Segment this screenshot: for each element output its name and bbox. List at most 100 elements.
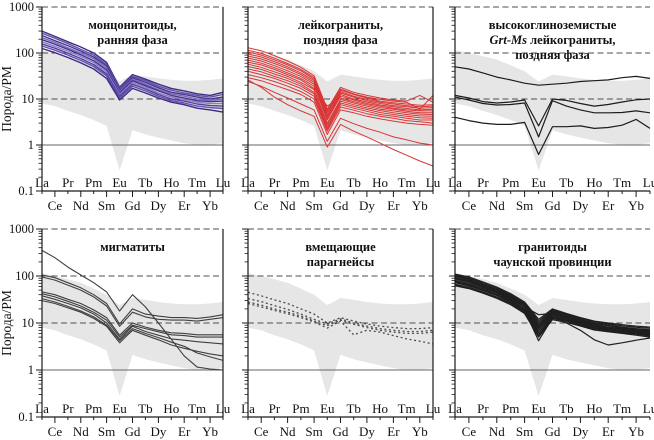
- monzonitoids-early-phase-series-9: [41, 47, 224, 113]
- chaun-province-granitoids-series-7: [454, 279, 651, 334]
- element-label-Nd: Nd: [73, 198, 89, 213]
- panel-title: поздняя фаза: [515, 48, 590, 62]
- chaun-province-granitoids-series-2: [454, 274, 651, 329]
- element-label-Tb: Tb: [559, 175, 573, 190]
- element-label-Er: Er: [178, 198, 191, 213]
- grt-ms-leucogranites-late-phase-series-1: [454, 66, 651, 86]
- element-label-Er: Er: [178, 424, 191, 439]
- element-label-Eu: Eu: [112, 401, 127, 416]
- element-label-Gd: Gd: [125, 424, 141, 439]
- y-axis-title: Порода/PM: [0, 290, 14, 356]
- element-label-Pm: Pm: [502, 175, 519, 190]
- monzonitoids-early-phase-series-7: [41, 43, 224, 107]
- reference-field: [455, 273, 650, 396]
- panel-title: монцонитоиды,: [88, 18, 176, 32]
- panel-title: мигматиты: [100, 240, 165, 254]
- leucogranites-late-phase-series-15: [247, 81, 434, 146]
- element-label-Dy: Dy: [150, 424, 166, 439]
- migmatites-series-4: [41, 291, 223, 336]
- chaun-province-granitoids-series-14: [454, 284, 651, 346]
- host-paragneisses-series-2: [247, 297, 434, 333]
- element-label-Tb: Tb: [346, 401, 360, 416]
- y-tick-label-1: 1: [28, 363, 34, 377]
- chaun-province-granitoids-series-13: [454, 277, 651, 333]
- monzonitoids-early-phase-series-8: [41, 45, 224, 110]
- leucogranites-late-phase-series-14: [247, 77, 434, 135]
- leucogranites-late-phase-series-13: [247, 74, 434, 132]
- panel-title: поздняя фаза: [303, 33, 378, 47]
- element-label-Er: Er: [602, 198, 615, 213]
- element-label-Ho: Ho: [372, 175, 388, 190]
- element-label-Pr: Pr: [62, 175, 74, 190]
- leucogranites-late-phase-series-7: [247, 59, 433, 121]
- panel-title: лейкограниты,: [298, 18, 383, 32]
- grt-ms-leucogranites-late-phase-series-4: [454, 116, 651, 156]
- element-label-La: La: [35, 401, 49, 416]
- leucogranites-late-phase-series-8: [247, 61, 433, 114]
- element-label-Lu: Lu: [216, 175, 231, 190]
- element-label-Yb: Yb: [202, 424, 218, 439]
- element-label-Pr: Pr: [477, 175, 489, 190]
- element-label-Gd: Gd: [545, 424, 561, 439]
- element-label-Pr: Pr: [62, 401, 74, 416]
- element-label-Ce: Ce: [254, 198, 269, 213]
- migmatites-series-5: [41, 293, 223, 338]
- element-label-Pr: Pr: [269, 401, 281, 416]
- element-label-Eu: Eu: [531, 401, 546, 416]
- monzonitoids-early-phase-series-3: [41, 34, 224, 100]
- element-label-Ce: Ce: [254, 424, 269, 439]
- element-label-Eu: Eu: [320, 401, 335, 416]
- panel-title: чаунской провинции: [493, 255, 611, 269]
- element-label-Tm: Tm: [613, 401, 631, 416]
- element-label-Tb: Tb: [138, 175, 152, 190]
- element-label-Sm: Sm: [516, 198, 533, 213]
- element-label-Lu: Lu: [643, 401, 654, 416]
- element-label-Gd: Gd: [125, 198, 141, 213]
- panel-title: парагнейсы: [307, 255, 375, 269]
- element-label-Pm: Pm: [85, 401, 102, 416]
- y-tick-label-10: 10: [22, 92, 35, 106]
- element-label-Er: Er: [387, 424, 400, 439]
- element-label-Yb: Yb: [202, 198, 218, 213]
- element-label-Sm: Sm: [305, 424, 322, 439]
- leucogranites-late-phase-series-2: [247, 49, 434, 112]
- element-label-Tm: Tm: [188, 175, 206, 190]
- element-label-Nd: Nd: [280, 198, 296, 213]
- chaun-province-granitoids-series-3: [454, 275, 651, 331]
- element-label-Tb: Tb: [559, 401, 573, 416]
- element-label-Sm: Sm: [516, 424, 533, 439]
- panel-migmatites: La Ce Pr Nd Pm Sm Eu Gd Tb Dy Ho Er Tm Yb Lu 1000 100 10 1…: [0, 222, 231, 439]
- monzonitoids-early-phase-series-6: [41, 41, 223, 105]
- element-label-Nd: Nd: [489, 198, 505, 213]
- element-label-Lu: Lu: [426, 175, 441, 190]
- migmatites-series-6: [41, 295, 224, 345]
- element-label-Pr: Pr: [477, 401, 489, 416]
- element-label-Dy: Dy: [359, 198, 375, 213]
- element-label-Ho: Ho: [163, 401, 179, 416]
- element-label-Dy: Dy: [572, 198, 588, 213]
- y-tick-label-1000: 1000: [9, 0, 34, 14]
- element-label-Dy: Dy: [150, 198, 166, 213]
- element-label-Nd: Nd: [73, 424, 89, 439]
- element-label-Pm: Pm: [292, 175, 309, 190]
- element-label-Sm: Sm: [98, 424, 115, 439]
- element-label-Lu: Lu: [216, 401, 231, 416]
- leucogranites-late-phase-series-10: [247, 66, 434, 126]
- migmatites-series-2: [41, 274, 224, 325]
- element-label-Pm: Pm: [85, 175, 102, 190]
- element-label-Tm: Tm: [188, 401, 206, 416]
- panel-title: гранитоиды: [518, 240, 587, 254]
- element-label-Sm: Sm: [98, 198, 115, 213]
- element-label-Dy: Dy: [359, 424, 375, 439]
- element-label-Eu: Eu: [320, 175, 335, 190]
- element-label-Pr: Pr: [269, 175, 281, 190]
- element-label-La: La: [448, 175, 462, 190]
- grt-ms-leucogranites-late-phase-series-3: [454, 96, 651, 138]
- y-tick-label-0.1: 0.1: [18, 410, 34, 424]
- element-label-Pm: Pm: [292, 401, 309, 416]
- leucogranites-late-phase-series-16: [247, 79, 434, 167]
